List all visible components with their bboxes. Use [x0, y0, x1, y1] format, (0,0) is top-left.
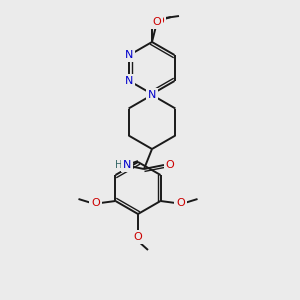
Text: O: O — [91, 198, 100, 208]
Text: H: H — [115, 160, 123, 170]
Text: O: O — [156, 16, 164, 26]
Text: O: O — [166, 160, 174, 170]
Text: N: N — [123, 160, 131, 170]
Text: O: O — [153, 17, 161, 27]
Text: O: O — [134, 232, 142, 242]
Text: N: N — [125, 50, 134, 60]
Text: O: O — [176, 198, 185, 208]
Text: N: N — [125, 76, 134, 86]
Text: N: N — [148, 90, 156, 100]
